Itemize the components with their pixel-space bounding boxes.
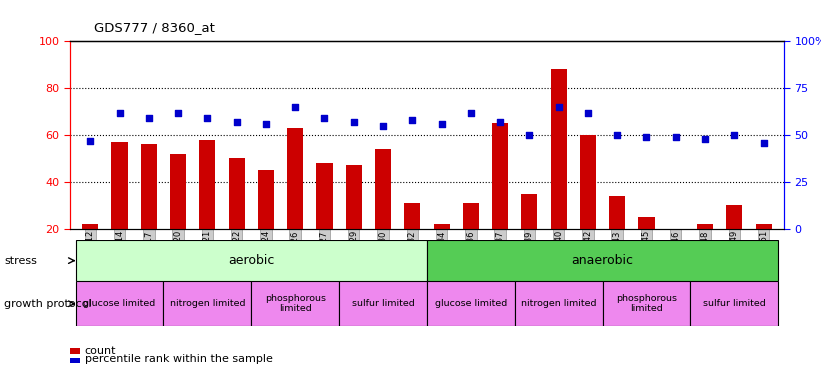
Text: phosphorous
limited: phosphorous limited [264,294,326,314]
Text: sulfur limited: sulfur limited [703,299,766,308]
Bar [433,224,450,276]
Text: growth protocol: growth protocol [4,299,92,309]
Bar [690,281,778,326]
Point [699,136,712,142]
Text: GDS777 / 8360_at: GDS777 / 8360_at [94,21,215,34]
Point [493,119,507,125]
Point [669,134,682,140]
Bar [228,158,245,276]
Point [230,119,243,125]
Point [757,140,770,146]
Bar [580,135,596,276]
Bar [112,142,127,276]
Bar [375,149,391,276]
Bar [200,140,215,276]
Bar [755,224,772,276]
Bar [427,281,515,326]
Bar [404,203,420,276]
Point [435,121,448,127]
Bar [170,154,186,276]
Point [581,110,594,116]
Bar [603,281,690,326]
Bar [463,203,479,276]
Text: glucose limited: glucose limited [434,299,507,308]
Bar [140,144,157,276]
Bar [639,217,654,276]
Bar [76,240,427,281]
Bar [427,240,778,281]
Point [113,110,126,116]
Bar [515,281,603,326]
Text: anaerobic: anaerobic [571,254,634,267]
Bar [521,194,538,276]
Point [552,104,565,110]
Point [318,115,331,121]
Bar [251,281,339,326]
Point [259,121,273,127]
Bar [727,206,742,276]
Bar [76,281,163,326]
Bar [287,128,303,276]
Bar [82,224,99,276]
Point [464,110,477,116]
Bar [316,163,333,276]
Text: aerobic: aerobic [228,254,274,267]
Point [84,138,97,144]
Point [611,132,624,138]
Point [347,119,360,125]
Text: count: count [85,346,116,355]
Text: phosphorous
limited: phosphorous limited [616,294,677,314]
Bar [339,281,427,326]
Text: glucose limited: glucose limited [84,299,156,308]
Point [640,134,653,140]
Point [172,110,185,116]
Text: sulfur limited: sulfur limited [351,299,415,308]
Point [142,115,155,121]
Point [523,132,536,138]
Bar [697,224,713,276]
Bar [667,229,684,276]
Bar [492,123,508,276]
Point [727,132,741,138]
Bar [258,170,274,276]
Point [201,115,214,121]
Text: nitrogen limited: nitrogen limited [521,299,596,308]
Text: nitrogen limited: nitrogen limited [170,299,245,308]
Bar [609,196,626,276]
Bar [163,281,251,326]
Point [289,104,302,110]
Bar [551,69,566,276]
Bar [346,165,362,276]
Point [377,123,390,129]
Point [406,117,419,123]
Text: percentile rank within the sample: percentile rank within the sample [85,354,273,364]
Text: stress: stress [4,256,37,266]
